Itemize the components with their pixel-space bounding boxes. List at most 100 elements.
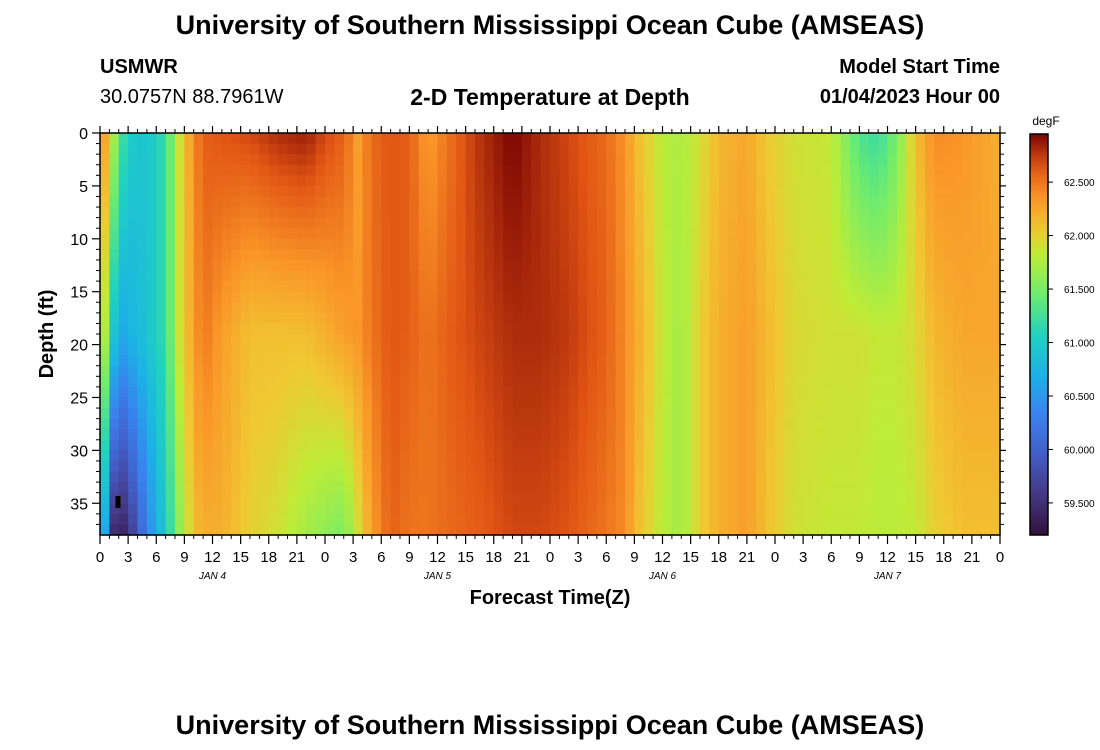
- heatmap-cell: [793, 259, 804, 272]
- heatmap-cell: [643, 270, 654, 282]
- x-tick-label: 6: [827, 549, 835, 566]
- heatmap-cell: [306, 207, 317, 219]
- x-tick-label: 0: [96, 549, 104, 566]
- heatmap-cell: [212, 133, 223, 145]
- heatmap-cell: [193, 524, 204, 536]
- heatmap-cell: [221, 429, 232, 441]
- heatmap-cell: [690, 376, 701, 388]
- heatmap-cell: [268, 334, 279, 346]
- heatmap-cell: [615, 355, 626, 367]
- heatmap-cell: [859, 460, 870, 473]
- heatmap-cell: [821, 217, 832, 229]
- heatmap-cell: [203, 386, 214, 399]
- heatmap-cell: [709, 281, 720, 293]
- heatmap-cell: [943, 365, 954, 377]
- heatmap-cell: [728, 418, 739, 430]
- heatmap-cell: [690, 344, 701, 356]
- heatmap-cell: [418, 524, 429, 536]
- heatmap-cell: [353, 323, 364, 335]
- heatmap-cell: [859, 492, 870, 504]
- heatmap-cell: [409, 323, 420, 335]
- heatmap-cell: [634, 513, 645, 526]
- heatmap-cell: [643, 524, 654, 536]
- heatmap-cell: [662, 450, 673, 462]
- heatmap-cell: [793, 249, 804, 261]
- heatmap-cell: [503, 154, 514, 166]
- heatmap-cell: [371, 386, 382, 399]
- heatmap-cell: [934, 460, 945, 473]
- heatmap-cell: [596, 334, 607, 346]
- heatmap-cell: [362, 249, 373, 261]
- heatmap-cell: [428, 355, 439, 367]
- heatmap-cell: [531, 418, 542, 430]
- heatmap-cell: [175, 249, 185, 261]
- heatmap-cell: [315, 185, 326, 198]
- heatmap-cell: [728, 460, 739, 473]
- heatmap-cell: [953, 196, 964, 208]
- heatmap-cell: [400, 323, 410, 335]
- heatmap-cell: [409, 281, 420, 293]
- heatmap-cell: [934, 207, 945, 219]
- heatmap-cell: [971, 386, 982, 399]
- heatmap-cell: [859, 217, 870, 229]
- heatmap-cell: [765, 259, 776, 272]
- heatmap-cell: [353, 429, 364, 441]
- heatmap-cell: [184, 312, 195, 325]
- heatmap-cell: [606, 513, 617, 526]
- heatmap-cell: [915, 450, 926, 462]
- heatmap-cell: [437, 344, 448, 356]
- heatmap-cell: [137, 133, 148, 145]
- heatmap-cell: [212, 207, 223, 219]
- heatmap-cell: [109, 503, 120, 515]
- heatmap-cell: [259, 291, 270, 303]
- heatmap-cell: [400, 492, 410, 504]
- heatmap-cell: [550, 238, 560, 250]
- heatmap-cell: [268, 196, 279, 208]
- heatmap-cell: [231, 408, 242, 420]
- heatmap-cell: [662, 133, 673, 145]
- heatmap-cell: [990, 302, 1001, 314]
- heatmap-cell: [737, 196, 748, 208]
- heatmap-cell: [278, 492, 289, 504]
- heatmap-cell: [456, 439, 467, 451]
- heatmap-cell: [221, 133, 232, 145]
- heatmap-cell: [240, 164, 251, 176]
- heatmap-cell: [681, 386, 692, 399]
- heatmap-cell: [634, 408, 645, 420]
- heatmap-cell: [606, 196, 617, 208]
- heatmap-cell: [193, 238, 204, 250]
- heatmap-cell: [128, 418, 139, 430]
- heatmap-cell: [475, 270, 485, 282]
- heatmap-cell: [634, 143, 645, 155]
- heatmap-cell: [400, 376, 410, 388]
- heatmap-cell: [981, 302, 992, 314]
- heatmap-cell: [625, 228, 635, 240]
- heatmap-cell: [315, 482, 326, 494]
- heatmap-cell: [953, 207, 964, 219]
- heatmap-cell: [587, 270, 598, 282]
- heatmap-cell: [409, 513, 420, 526]
- heatmap-cell: [990, 249, 1001, 261]
- heatmap-cell: [128, 386, 139, 399]
- heatmap-cell: [850, 302, 860, 314]
- heatmap-cell: [146, 429, 157, 441]
- heatmap-cell: [325, 259, 335, 272]
- heatmap-cell: [671, 450, 682, 462]
- heatmap-cell: [193, 196, 204, 208]
- heatmap-cell: [390, 418, 401, 430]
- heatmap-cell: [109, 323, 120, 335]
- heatmap-cell: [690, 355, 701, 367]
- heatmap-cell: [409, 164, 420, 176]
- heatmap-cell: [878, 408, 889, 420]
- heatmap-cell: [184, 281, 195, 293]
- heatmap-cell: [521, 450, 532, 462]
- heatmap-cell: [193, 133, 204, 145]
- heatmap-cell: [803, 175, 814, 187]
- heatmap-cell: [334, 492, 345, 504]
- heatmap-cell: [240, 482, 251, 494]
- heatmap-cell: [456, 185, 467, 198]
- heatmap-cell: [990, 312, 1001, 325]
- heatmap-cell: [690, 217, 701, 229]
- heatmap-cell: [493, 450, 504, 462]
- heatmap-cell: [381, 143, 392, 155]
